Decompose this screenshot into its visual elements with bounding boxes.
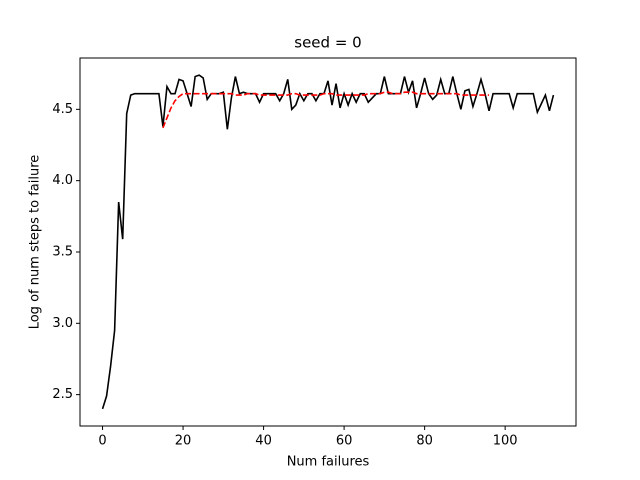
- x-tick-label: 40: [255, 434, 272, 449]
- y-tick-label: 4.5: [52, 102, 73, 117]
- data-line: [162, 91, 490, 129]
- y-tick-label: 3.0: [52, 316, 73, 331]
- y-tick-label: 3.5: [52, 244, 73, 259]
- axes-frame: [79, 57, 577, 427]
- x-tick-label: 0: [98, 434, 106, 449]
- x-tick-label: 20: [175, 434, 192, 449]
- x-axis-label: Num failures: [287, 455, 370, 470]
- x-tick-label: 80: [416, 434, 433, 449]
- y-tick-label: 2.5: [52, 387, 73, 402]
- y-axis-label: Log of num steps to failure: [28, 155, 43, 330]
- y-tick-label: 4.0: [52, 173, 73, 188]
- chart-title: seed = 0: [294, 34, 361, 52]
- data-line: [101, 74, 555, 410]
- x-tick-label: 60: [336, 434, 353, 449]
- x-tick-label: 100: [493, 434, 518, 449]
